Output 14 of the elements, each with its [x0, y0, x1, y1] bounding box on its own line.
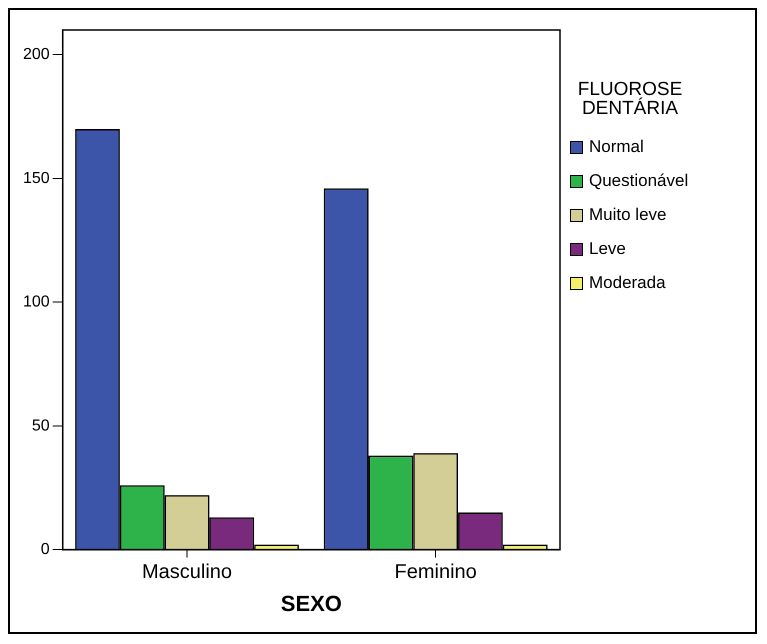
- legend-label: Muito leve: [589, 205, 666, 225]
- x-tick-label: Feminino: [394, 561, 477, 584]
- y-tick-label: 0: [40, 541, 50, 558]
- y-tick-label: 200: [22, 46, 50, 64]
- x-tick-label: Masculino: [142, 561, 232, 584]
- legend-label: Leve: [589, 239, 626, 259]
- y-tick-label: 100: [22, 294, 50, 311]
- y-tick-label: 50: [32, 417, 50, 434]
- x-axis-title: SEXO: [280, 590, 342, 616]
- legend-label: Moderada: [589, 273, 666, 293]
- legend-label: Normal: [589, 137, 644, 157]
- y-tick-label: 150: [22, 170, 50, 187]
- legend-label: Questionável: [589, 171, 688, 191]
- legend-title: FLUOROSE DENTÁRIA: [576, 79, 684, 119]
